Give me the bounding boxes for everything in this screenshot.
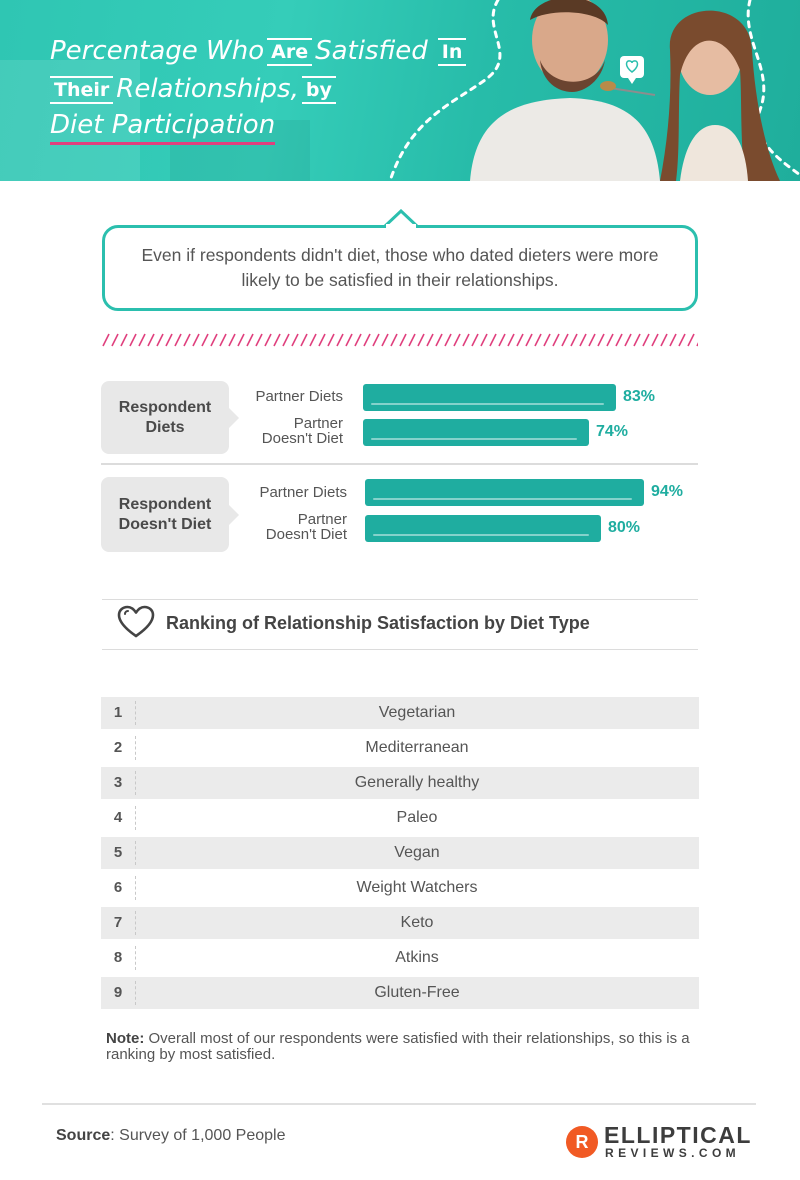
page-title-line-3: Diet Participation bbox=[50, 108, 276, 145]
background-blur bbox=[170, 120, 310, 181]
diet-name: Vegetarian bbox=[378, 704, 456, 721]
chat-heart-icon bbox=[620, 56, 644, 84]
rank-number: 8 bbox=[113, 949, 123, 966]
bar-value-label: 94% bbox=[651, 483, 684, 500]
diet-name: Atkins bbox=[395, 949, 439, 966]
table-row: 4 Paleo bbox=[101, 802, 699, 834]
rank-separator bbox=[135, 876, 136, 900]
diet-name: Paleo bbox=[396, 809, 438, 826]
table-row: 6 Weight Watchers bbox=[101, 872, 699, 904]
header-banner: Percentage Who Are Satisfied In Their Relati… bbox=[0, 0, 800, 181]
ranking-header-rule bbox=[102, 649, 698, 650]
bar-value-label: 74% bbox=[596, 423, 629, 440]
diet-name: Keto bbox=[400, 914, 434, 931]
diet-name: Generally healthy bbox=[354, 774, 480, 791]
note-label: Note: bbox=[106, 1030, 145, 1047]
rank-separator bbox=[135, 981, 136, 1005]
rank-number: 1 bbox=[113, 704, 123, 721]
logo-mark-icon: R bbox=[566, 1126, 598, 1158]
elliptical-reviews-logo[interactable]: R ELLIPTICAL REVIEWS.COM bbox=[566, 1122, 756, 1162]
footer-rule bbox=[42, 1103, 756, 1105]
callout-pointer bbox=[383, 209, 419, 229]
table-row: 1 Vegetarian bbox=[101, 697, 699, 729]
bar-category-label: Partner Diets bbox=[259, 484, 347, 501]
diet-name: Vegan bbox=[394, 844, 440, 861]
ranking-title: Ranking of Relationship Satisfaction by … bbox=[166, 613, 590, 633]
table-row: 7 Keto bbox=[101, 907, 699, 939]
diet-name: Gluten-Free bbox=[374, 984, 460, 1001]
bar-value-label: 83% bbox=[623, 388, 656, 405]
logo-wordmark: ELLIPTICAL bbox=[604, 1122, 752, 1148]
rank-number: 9 bbox=[113, 984, 123, 1001]
table-row: 9 Gluten-Free bbox=[101, 977, 699, 1009]
rank-number: 6 bbox=[113, 879, 123, 896]
page-title-line-2: Their Relationships, by bbox=[50, 72, 339, 106]
rank-number: 7 bbox=[113, 914, 123, 931]
group-label-respondent-doesnt-diet: Respondent Doesn't Diet bbox=[101, 477, 239, 552]
logo-subtext: REVIEWS.COM bbox=[605, 1146, 741, 1160]
rank-separator bbox=[135, 736, 136, 760]
source-credit: Source: Survey of 1,000 People bbox=[56, 1127, 285, 1145]
source-label: Source bbox=[56, 1127, 111, 1144]
group-label-respondent-diets: Respondent Diets bbox=[101, 381, 239, 454]
page-title-line-1: Percentage Who Are Satisfied In bbox=[50, 34, 469, 68]
bar bbox=[365, 479, 644, 506]
bar bbox=[363, 384, 616, 411]
bar-value-label: 80% bbox=[608, 519, 641, 536]
callout-box: Even if respondents didn't diet, those w… bbox=[102, 225, 698, 311]
table-row: 5 Vegan bbox=[101, 837, 699, 869]
bar-category-label: Partner Doesn't Diet bbox=[261, 415, 343, 447]
rank-separator bbox=[135, 841, 136, 865]
background-blur bbox=[0, 60, 140, 181]
note: Note: Overall most of our respondents we… bbox=[106, 1031, 706, 1063]
heart-icon bbox=[117, 605, 155, 638]
table-row: 8 Atkins bbox=[101, 942, 699, 974]
note-text: Overall most of our respondents were sat… bbox=[106, 1030, 690, 1063]
ranking-header-rule bbox=[102, 599, 698, 600]
bar-category-label: Partner Doesn't Diet bbox=[265, 511, 347, 543]
rank-separator bbox=[135, 771, 136, 795]
rank-separator bbox=[135, 806, 136, 830]
diet-name: Weight Watchers bbox=[356, 879, 478, 896]
rank-number: 5 bbox=[113, 844, 123, 861]
pink-hatch-divider bbox=[102, 333, 698, 347]
bar bbox=[363, 419, 589, 446]
rank-number: 3 bbox=[113, 774, 123, 791]
rank-separator bbox=[135, 946, 136, 970]
table-row: 2 Mediterranean bbox=[101, 732, 699, 764]
source-text: : Survey of 1,000 People bbox=[110, 1127, 286, 1144]
group-divider bbox=[101, 463, 698, 465]
bar-category-label: Partner Diets bbox=[255, 388, 343, 405]
diet-name: Mediterranean bbox=[365, 739, 469, 756]
rank-separator bbox=[135, 701, 136, 725]
couple-photo bbox=[388, 0, 800, 181]
rank-number: 4 bbox=[113, 809, 123, 826]
callout-text: Even if respondents didn't diet, those w… bbox=[141, 245, 659, 290]
bar bbox=[365, 515, 601, 542]
rank-separator bbox=[135, 911, 136, 935]
table-row: 3 Generally healthy bbox=[101, 767, 699, 799]
rank-number: 2 bbox=[113, 739, 123, 756]
callout-pointer-mask bbox=[386, 224, 416, 228]
